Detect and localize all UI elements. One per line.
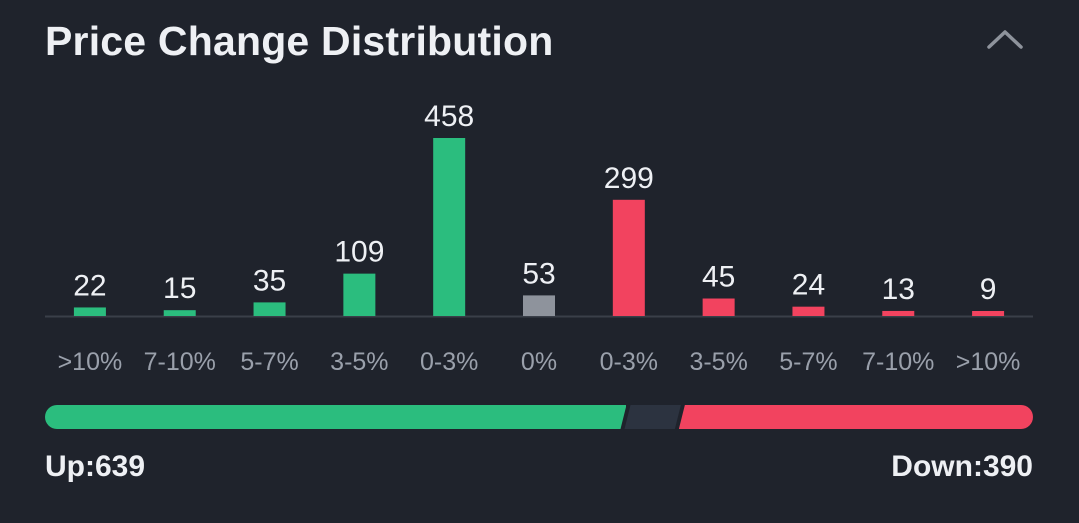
- bar-value-label: 53: [522, 257, 555, 290]
- bar-1: [73, 307, 106, 316]
- bar-2: [163, 310, 196, 316]
- bar-value-label: 45: [702, 261, 735, 294]
- bar-value-label: 22: [73, 269, 106, 302]
- bar-5: [433, 138, 466, 316]
- bar-value-label: 13: [882, 273, 915, 306]
- ratio-flat-segment: [624, 405, 680, 429]
- x-tick-label: >10%: [58, 348, 123, 376]
- down-count-label: Down:390: [891, 450, 1033, 483]
- bar-value-label: 109: [334, 236, 384, 269]
- bar-value-label: 9: [980, 273, 997, 306]
- x-tick-label: 3-5%: [689, 348, 747, 376]
- x-tick-label: 0-3%: [420, 348, 478, 376]
- bar-11: [972, 311, 1005, 316]
- chevron-up-icon: [987, 30, 1023, 49]
- bar-3: [253, 302, 286, 316]
- x-tick-label: 5-7%: [779, 348, 837, 376]
- bar-value-label: 15: [163, 272, 196, 305]
- x-tick-label: 0-3%: [600, 348, 658, 376]
- bar-value-label: 458: [424, 100, 474, 133]
- page-title: Price Change Distribution: [45, 18, 554, 64]
- up-count-label: Up:639: [45, 450, 146, 483]
- ratio-down-segment: [678, 405, 1033, 429]
- distribution-chart: 22 >10% 15 7-10% 35 5-7% 109 3-5% 458 0-3% 53 0% 299…: [45, 100, 1033, 376]
- x-tick-label: 7-10%: [862, 348, 934, 376]
- x-tick-label: 3-5%: [330, 348, 388, 376]
- bar-9: [792, 306, 825, 316]
- x-tick-label: >10%: [956, 348, 1021, 376]
- ratio-up-segment: [45, 405, 626, 429]
- bar-10: [882, 310, 915, 316]
- up-down-ratio-bar: [45, 405, 1033, 429]
- bar-8: [702, 298, 735, 316]
- bar-value-label: 299: [604, 162, 654, 195]
- bar-4: [343, 273, 376, 316]
- x-tick-label: 5-7%: [240, 348, 298, 376]
- bar-value-label: 35: [253, 264, 286, 297]
- x-tick-label: 7-10%: [144, 348, 216, 376]
- bar-value-label: 24: [792, 269, 825, 302]
- bar-7: [612, 199, 645, 316]
- x-tick-label: 0%: [521, 348, 557, 376]
- bar-6: [523, 295, 555, 316]
- collapse-button[interactable]: [982, 24, 1028, 54]
